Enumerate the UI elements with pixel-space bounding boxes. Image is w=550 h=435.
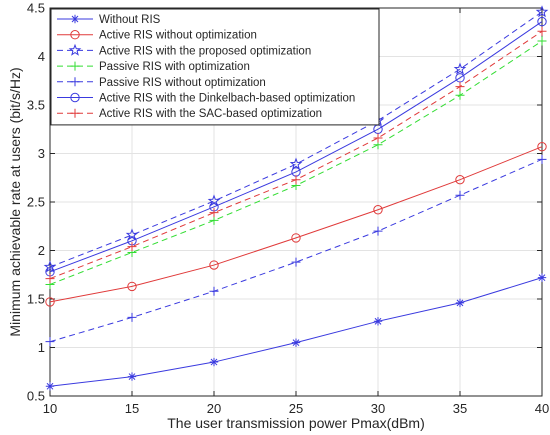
legend-marker <box>70 61 80 71</box>
legend-item: Active RIS with the proposed optimizatio… <box>57 43 311 57</box>
y-tick-label: 3.5 <box>27 98 45 113</box>
legend-marker <box>70 108 80 118</box>
legend-label: Passive RIS with optimization <box>99 61 250 73</box>
data-point <box>43 260 57 273</box>
legend-label: Active RIS with the proposed optimizatio… <box>99 45 311 57</box>
x-tick-label: 25 <box>289 401 303 416</box>
legend-item: Without RIS <box>57 14 161 26</box>
series-line <box>49 21 543 273</box>
data-point <box>373 317 383 326</box>
data-point <box>453 62 467 75</box>
data-point <box>291 338 301 347</box>
legend-label: Active RIS with the Dinkelbach-based opt… <box>99 93 355 105</box>
legend-label: Active RIS without optimization <box>99 30 257 42</box>
data-point <box>127 242 137 252</box>
series-5 <box>45 154 547 347</box>
data-point <box>127 312 137 322</box>
data-point <box>291 257 301 267</box>
series-2 <box>45 142 547 307</box>
data-point <box>455 190 465 200</box>
data-point <box>207 194 221 207</box>
legend-marker <box>70 14 80 24</box>
axis-ticks: 10 15 20 25 30 35 40 0.5 1 1.5 2 2.5 3 3.5 4 4.5 <box>27 1 549 417</box>
y-tick-label: 4 <box>38 49 45 64</box>
data-point <box>537 26 547 36</box>
x-tick-label: 30 <box>371 401 385 416</box>
data-point <box>209 357 219 367</box>
data-point <box>209 260 219 270</box>
data-point <box>209 286 219 296</box>
x-tick-label: 10 <box>43 401 57 416</box>
legend-item: Active RIS with the Dinkelbach-based opt… <box>57 93 355 105</box>
y-tick-label: 1 <box>38 340 45 355</box>
series-line <box>49 146 543 303</box>
data-point <box>455 82 465 92</box>
data-point <box>535 5 549 18</box>
data-point <box>455 174 465 185</box>
legend-label: Passive RIS without optimization <box>99 77 266 89</box>
legend-marker <box>70 77 80 87</box>
data-point <box>373 226 383 236</box>
data-point <box>291 233 301 243</box>
data-point <box>209 208 219 218</box>
legend-marker <box>68 43 82 56</box>
legend: Without RIS Active RIS without optimizati… <box>50 8 380 126</box>
data-point <box>455 73 465 83</box>
x-tick-label: 20 <box>207 401 221 416</box>
x-tick-label: 40 <box>535 401 549 416</box>
data-point <box>291 175 301 185</box>
data-point <box>289 157 303 170</box>
data-point <box>455 90 465 100</box>
x-tick-label: 35 <box>453 401 467 416</box>
y-tick-label: 1.5 <box>27 292 45 307</box>
data-point <box>537 154 547 164</box>
legend-item: Active RIS without optimization <box>57 30 257 42</box>
data-point <box>45 274 55 284</box>
series-1 <box>45 273 547 391</box>
y-tick-label: 4.5 <box>27 1 45 16</box>
data-point <box>373 133 383 143</box>
y-tick-label: 2 <box>38 243 45 258</box>
y-axis-label: Minimum achievable rate at users (bit/s/… <box>7 67 23 336</box>
legend-marker <box>70 92 80 103</box>
legend-item: Passive RIS with optimization <box>57 61 250 73</box>
data-point <box>537 16 547 27</box>
data-point <box>537 36 547 46</box>
legend-marker <box>70 30 80 40</box>
x-axis-label: The user transmission power Pmax(dBm) <box>167 415 425 431</box>
x-tick-label: 15 <box>125 401 139 416</box>
legend-label: Active RIS with the SAC-based optimizati… <box>99 108 322 120</box>
data-point <box>45 337 55 347</box>
y-tick-label: 2.5 <box>27 195 45 210</box>
data-point <box>127 281 137 292</box>
y-tick-label: 3 <box>38 146 45 161</box>
y-tick-label: 0.5 <box>27 389 45 404</box>
data-point <box>455 298 465 308</box>
data-point <box>537 273 547 282</box>
legend-item: Active RIS with the SAC-based optimizati… <box>57 108 322 120</box>
legend-item: Passive RIS without optimization <box>57 77 266 89</box>
data-point <box>125 228 139 241</box>
data-point <box>537 142 547 152</box>
series-7 <box>45 26 547 284</box>
data-point <box>127 372 137 381</box>
data-point <box>209 215 219 225</box>
data-point <box>45 382 55 391</box>
data-point <box>373 205 383 215</box>
legend-label: Without RIS <box>99 14 161 26</box>
legend-box <box>50 8 380 126</box>
data-point <box>45 297 55 307</box>
